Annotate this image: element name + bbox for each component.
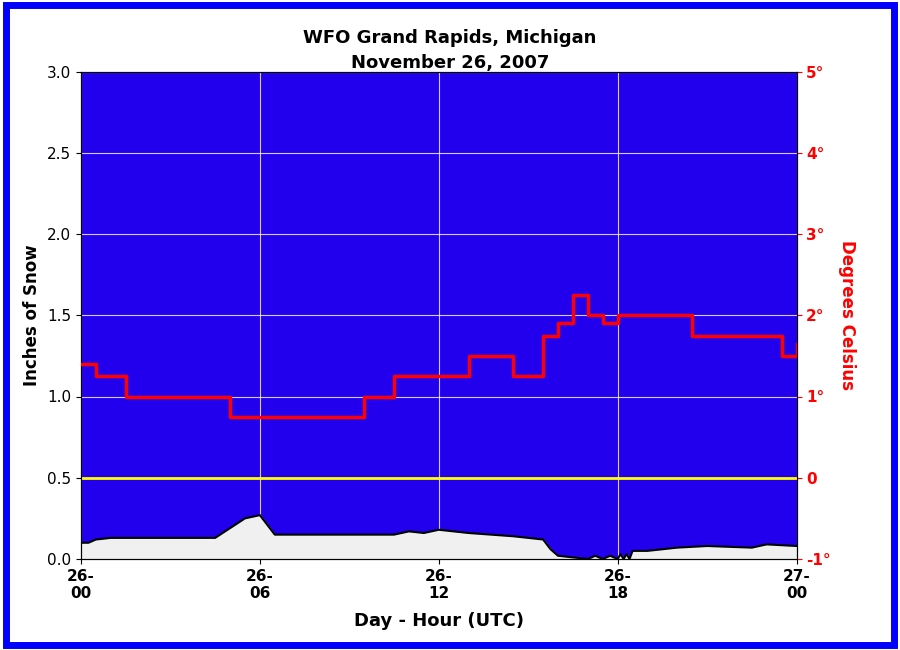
Y-axis label: Degrees Celsius: Degrees Celsius bbox=[838, 240, 856, 390]
X-axis label: Day - Hour (UTC): Day - Hour (UTC) bbox=[354, 612, 524, 630]
Text: WFO Grand Rapids, Michigan
November 26, 2007: WFO Grand Rapids, Michigan November 26, … bbox=[303, 29, 597, 72]
Y-axis label: Inches of Snow: Inches of Snow bbox=[23, 244, 41, 386]
